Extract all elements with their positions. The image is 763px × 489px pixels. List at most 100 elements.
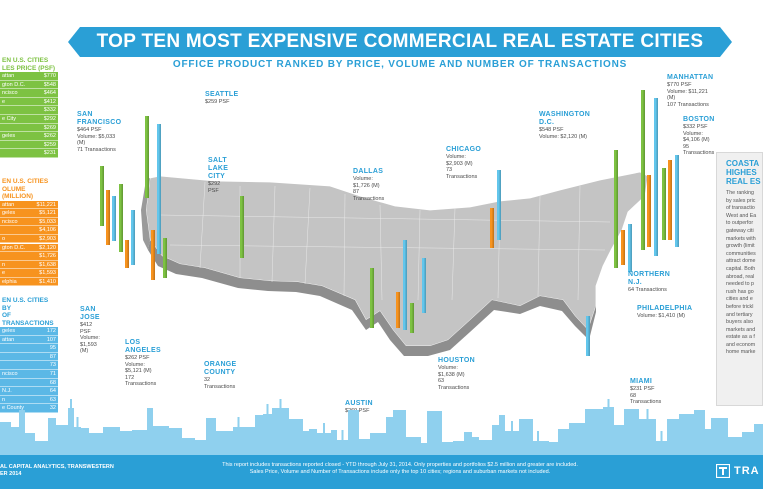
callout-line: buyers also [726, 319, 754, 326]
skyline-building [68, 408, 74, 455]
skyline-building [656, 441, 667, 455]
ranking-value: $770 [43, 73, 56, 79]
city-stat: Volume: $1,638 (M) [438, 365, 465, 378]
skyline-building [103, 427, 120, 455]
ranking-value: $1,410 [39, 278, 56, 285]
skyline-building [705, 429, 711, 455]
ranking-value: $292 [43, 116, 56, 122]
city-label: WASHINGTON D.C. $548 PSF Volume: $2,120 (M… [539, 111, 590, 140]
city-stat: Volume: $2,903 (M) [446, 154, 473, 167]
city-stat: 32 Transactions [204, 377, 236, 390]
ranking-row: N.J. 64 [0, 387, 58, 396]
ranking-row: gton D.C. $2,120 [0, 243, 58, 253]
city-bar [240, 196, 244, 258]
skyline-building [337, 440, 348, 455]
ranking-row: 95 [0, 344, 58, 353]
ranking-value: $2,903 [39, 235, 56, 242]
skyline-building [442, 442, 453, 455]
ranking-value: $548 [43, 81, 56, 88]
city-bar [125, 240, 129, 268]
skyline-building [169, 428, 182, 455]
city-label: HOUSTON Volume: $1,638 (M) 63 Transactions [438, 357, 475, 391]
ranking-value: $269 [43, 124, 56, 131]
callout-heading-line: COASTA [726, 159, 760, 168]
skyline-building [81, 428, 89, 455]
city-name: DALLAS [353, 168, 384, 175]
city-stat: 73 Transactions [446, 167, 478, 180]
ranking-row: $269 [0, 123, 58, 133]
source-credit: AL CAPITAL ANALYTICS, TRANSWESTERN ER 20… [0, 464, 114, 478]
skyline-building [393, 410, 406, 455]
title-banner: TOP TEN MOST EXPENSIVE COMMERCIAL REAL E… [68, 27, 732, 57]
price-ranking-header: EN U.S. CITIES LES PRICE (PSF) [0, 57, 58, 72]
skyline-spire [537, 431, 539, 441]
city-bar [647, 175, 651, 247]
callout-line: home marke [726, 349, 756, 356]
skyline-building [0, 422, 11, 455]
skyline-building [359, 439, 370, 455]
city-bar [621, 230, 625, 265]
callout-line: cities and e [726, 296, 753, 303]
skyline-building [216, 431, 233, 455]
callout-line: to outperfor [726, 220, 754, 227]
ranking-value: $259 [43, 141, 56, 148]
city-bar [151, 230, 155, 280]
ranking-row: geles 172 [0, 327, 58, 336]
skyline-building [370, 433, 386, 455]
ranking-city: e [2, 98, 6, 105]
ranking-city: geles [2, 133, 16, 140]
callout-heading-line: REAL ES [726, 177, 761, 186]
volume-ranking: EN U.S. CITIES OLUME (MILLION) attan $11,… [0, 178, 58, 289]
transactions-ranking: EN U.S. CITIES BY OF TRANSACTIONS geles 1… [0, 297, 58, 415]
city-stat: 172 Transactions [125, 374, 157, 388]
skyline-building [25, 433, 35, 455]
city-bar [157, 124, 161, 254]
city-label: LOS ANGELES $262 PSF Volume: $5,121 (M) 172… [125, 339, 161, 388]
ranking-city: attan [2, 201, 15, 208]
skyline-spire [511, 421, 513, 431]
skyline-building [317, 433, 331, 455]
skyline-spire [70, 399, 72, 408]
city-name: SEATTLE [205, 91, 239, 98]
transactions-ranking-header: EN U.S. CITIES BY OF TRANSACTIONS [0, 297, 58, 327]
callout-line: estate as a f [726, 334, 755, 341]
skyline-building [289, 419, 303, 455]
skyline-building [427, 411, 442, 455]
callout-line: of transactio [726, 205, 755, 212]
city-bar [586, 316, 590, 356]
ranking-value: $5,121 [39, 210, 56, 217]
skyline-building [569, 423, 585, 455]
city-bar [614, 150, 618, 268]
city-stat: 64 Transactions [628, 287, 667, 293]
city-label: SAN JOSE $412 PSF Volume: $1,593 (M) [80, 306, 100, 355]
skyline-building [120, 431, 132, 455]
ranking-row: 68 [0, 378, 58, 388]
city-bar [628, 224, 632, 272]
skyline-building [549, 442, 558, 455]
skyline-spire [341, 430, 344, 440]
skyline-building [639, 419, 656, 455]
ranking-city: n [2, 396, 6, 403]
skyline-building [505, 431, 519, 455]
callout-line: The ranking [726, 190, 754, 196]
city-label: PHILADELPHIA Volume: $1,410 (M) [637, 305, 692, 320]
skyline-building [679, 414, 694, 455]
city-name: SAN FRANCISCO [77, 111, 122, 126]
ranking-row: 87 [0, 352, 58, 362]
footnote-line: Sales Price, Volume and Number of Transa… [249, 469, 551, 475]
city-label: DALLAS Volume: $1,726 (M) 87 Transactions [353, 168, 384, 202]
city-bar [641, 90, 645, 250]
ranking-value: $4,106 [39, 227, 56, 234]
footnote-line: This report includes transactions report… [222, 462, 578, 468]
city-bar [403, 240, 407, 330]
page-subtitle: OFFICE PRODUCT RANKED BY PRICE, VOLUME A… [172, 59, 628, 70]
skyline-building [35, 441, 48, 455]
ranking-value: 73 [49, 362, 56, 369]
ranking-row: gton D.C. $548 [0, 80, 58, 90]
ranking-value: 95 [49, 345, 56, 352]
callout-line: gateway citi [726, 227, 754, 234]
ranking-value: $412 [43, 98, 56, 105]
city-name: HOUSTON [438, 357, 475, 364]
ranking-row: elphia $1,410 [0, 277, 58, 287]
city-stat: $464 PSF [77, 127, 102, 133]
